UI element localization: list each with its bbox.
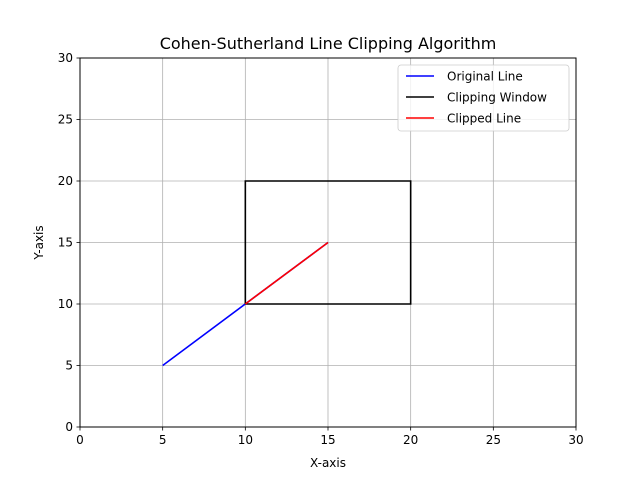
x-tick-label: 0 <box>76 433 84 447</box>
x-tick-label: 10 <box>238 433 253 447</box>
y-tick-label: 10 <box>58 297 73 311</box>
legend-label-clipping-window: Clipping Window <box>447 91 547 105</box>
y-tick-label: 15 <box>58 236 73 250</box>
x-axis-label: X-axis <box>310 456 346 470</box>
y-tick-label: 20 <box>58 174 73 188</box>
x-tick-label: 5 <box>159 433 167 447</box>
y-tick-label: 30 <box>58 51 73 65</box>
y-tick-label: 25 <box>58 113 73 127</box>
x-tick-label: 20 <box>403 433 418 447</box>
x-tick-label: 25 <box>486 433 501 447</box>
series-clipping-window <box>244 180 412 305</box>
legend-label-clipped-line: Clipped Line <box>447 112 521 126</box>
y-tick-label: 0 <box>65 420 73 434</box>
chart-title: Cohen-Sutherland Line Clipping Algorithm <box>160 34 497 53</box>
y-axis-label: Y-axis <box>32 225 46 260</box>
x-tick-label: 15 <box>320 433 335 447</box>
series-clipped-line <box>244 241 329 305</box>
x-tick-label: 30 <box>568 433 583 447</box>
series-layer <box>162 180 412 367</box>
ticks: 0 5 10 15 20 25 30 0 5 10 15 20 25 30 <box>58 51 584 447</box>
y-tick-label: 5 <box>65 359 73 373</box>
legend: Original Line Clipping Window Clipped Line <box>397 64 570 132</box>
legend-box <box>397 64 570 132</box>
legend-label-original-line: Original Line <box>447 70 523 84</box>
